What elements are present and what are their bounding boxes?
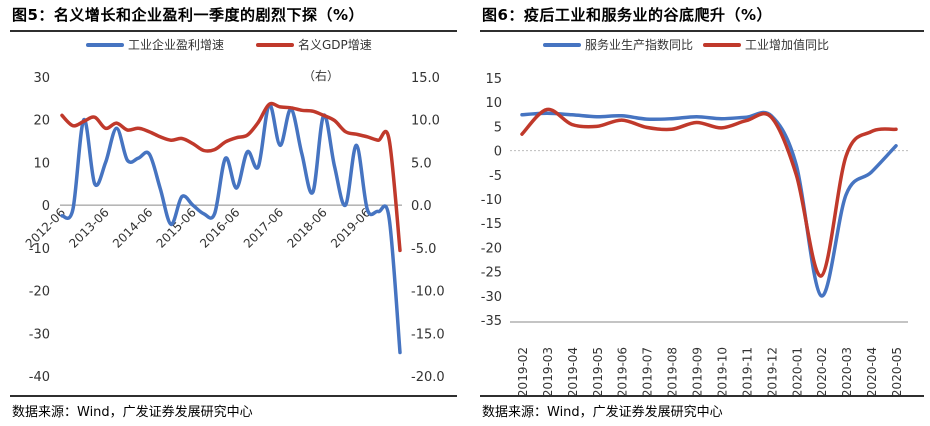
y-tick-label: -25 xyxy=(481,266,502,281)
chart-title-left: 图5：名义增长和企业盈利一季度的剧烈下探（%） xyxy=(12,6,364,24)
x-tick-label: 2019-12 xyxy=(765,347,779,397)
y-right-tick-label: 10.0 xyxy=(411,114,440,129)
x-tick-label: 2019-05 xyxy=(591,347,605,397)
source-note-left: 数据来源：Wind，广发证券发展研究中心 xyxy=(12,405,253,420)
y-left-tick-label: -20 xyxy=(29,285,50,300)
y-tick-label: 10 xyxy=(485,96,502,111)
chart-panel-left: 图5：名义增长和企业盈利一季度的剧烈下探（%） 30 20 10 0 -10 -20 -30… xyxy=(0,0,463,426)
x-tick-label: 2020-05 xyxy=(890,347,904,397)
y-right-tick-label: 0.0 xyxy=(411,199,432,214)
y-tick-label: 0 xyxy=(494,145,502,160)
x-tick-label: 2017-06 xyxy=(241,205,286,250)
y-tick-label: 15 xyxy=(485,72,502,87)
legend-label-0: 服务业生产指数同比 xyxy=(585,37,693,52)
y-tick-label: -15 xyxy=(481,217,502,232)
x-tick-label: 2019-08 xyxy=(666,347,680,397)
y-right-tick-label: -15.0 xyxy=(411,327,445,342)
chart-right-svg: 15 10 5 0 -5 -10 -15 -20 -25 -30 -35 2019-02 2019-03… xyxy=(481,37,908,397)
x-tick-label: 2019-04 xyxy=(566,347,580,397)
x-tick-label: 2019-10 xyxy=(715,347,729,397)
right-axis-note: （右） xyxy=(303,68,339,83)
y-right-tick-label: -10.0 xyxy=(411,285,445,300)
y-left-tick-label: 10 xyxy=(33,156,50,171)
y-tick-label: -20 xyxy=(481,241,502,256)
y-tick-label: -5 xyxy=(489,169,502,184)
y-left-tick-label: -30 xyxy=(29,327,50,342)
series-line-industrial-profit xyxy=(60,103,402,355)
chart-panel-right: 图6：疫后工业和服务业的谷底爬升（%） 15 10 5 0 -5 -10 -15 -20 -25… xyxy=(470,0,930,426)
x-tick-label: 2020-02 xyxy=(815,347,829,397)
y-tick-label: -10 xyxy=(481,193,502,208)
y-left-tick-label: 0 xyxy=(42,199,50,214)
series-line-industrial-value-added xyxy=(520,107,898,278)
y-right-tick-label: -5.0 xyxy=(411,242,436,257)
x-tick-label: 2019-07 xyxy=(641,347,655,397)
y-left-tick-label: 30 xyxy=(33,71,50,86)
source-rule-left xyxy=(10,395,457,397)
x-tick-label: 2020-03 xyxy=(840,347,854,397)
x-tick-label: 2020-01 xyxy=(790,347,804,397)
y-right-tick-label: 5.0 xyxy=(411,156,432,171)
y-tick-label: 5 xyxy=(494,120,502,135)
y-tick-label: -30 xyxy=(481,290,502,305)
x-tick-label: 2019-06 xyxy=(616,347,630,397)
legend-label-1: 工业增加值同比 xyxy=(745,37,829,52)
x-tick-label: 2019-03 xyxy=(541,347,555,397)
legend-label-0: 工业企业盈利增速 xyxy=(128,37,224,52)
x-tick-label: 2019-02 xyxy=(516,347,530,397)
series-line-services-index xyxy=(520,110,898,298)
y-left-tick-label: -10 xyxy=(29,242,50,257)
y-right-tick-label: -20.0 xyxy=(411,370,445,385)
chart-title-right: 图6：疫后工业和服务业的谷底爬升（%） xyxy=(482,6,772,24)
x-tick-label: 2019-11 xyxy=(740,347,754,397)
y-left-tick-label: -40 xyxy=(29,370,50,385)
y-right-tick-label: 15.0 xyxy=(411,71,440,86)
x-tick-label: 2020-04 xyxy=(865,347,879,397)
y-tick-label: -35 xyxy=(481,314,502,329)
title-rule-left xyxy=(10,30,457,32)
x-tick-label: 2018-06 xyxy=(284,205,329,250)
x-tick-label: 2014-06 xyxy=(110,205,155,250)
series-line-nominal-gdp xyxy=(60,101,402,253)
source-rule-right xyxy=(480,395,924,397)
x-tick-label: 2019-09 xyxy=(691,347,705,397)
legend-label-1: 名义GDP增速 xyxy=(298,37,372,52)
title-rule-right xyxy=(480,30,924,32)
y-left-tick-label: 20 xyxy=(33,114,50,129)
chart-left-svg: 30 20 10 0 -10 -20 -30 -40 15.0 10.0 5.0 0.0 -5.0 -10… xyxy=(23,37,445,385)
source-note-right: 数据来源：Wind，广发证券发展研究中心 xyxy=(482,405,723,420)
